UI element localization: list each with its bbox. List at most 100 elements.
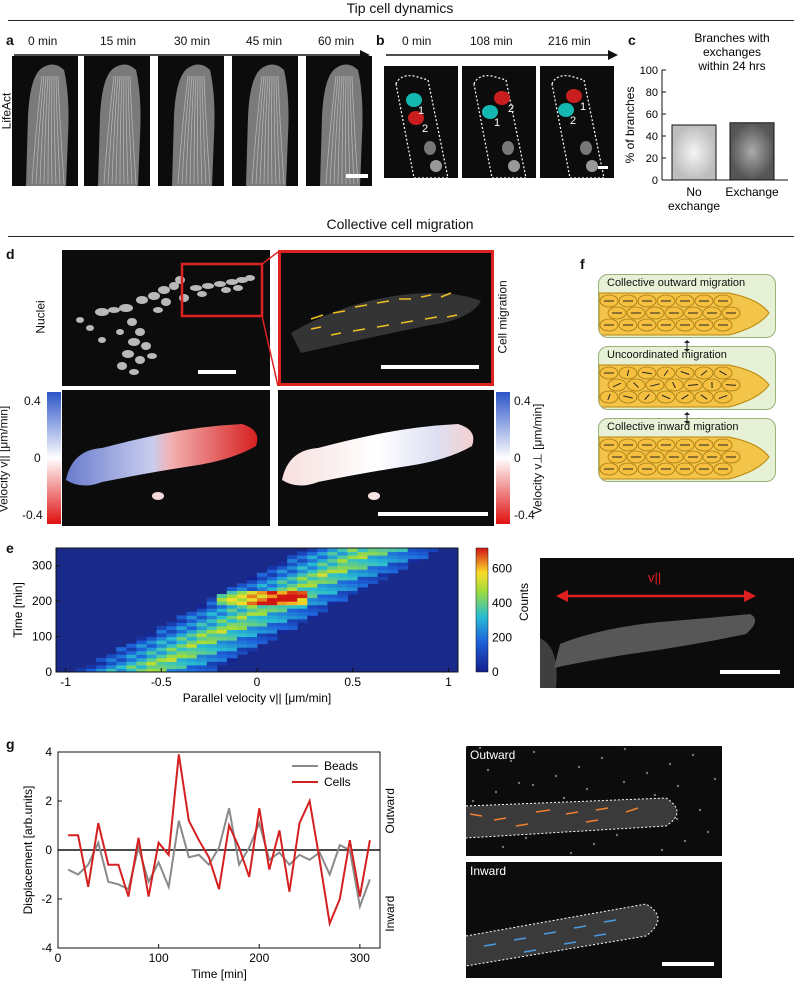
heatmap-cell [106,668,117,673]
velocity-perpendicular-map [278,390,494,526]
heatmap-cell [287,615,298,620]
heatmap-cell [257,594,268,599]
heatmap-cell [236,601,248,606]
heatmap-cell [337,548,348,553]
heatmap-cell [377,548,389,553]
heatmap-cell [297,551,308,556]
bead-dot [698,808,702,812]
actin-fiber [341,75,345,185]
heatmap-cell [297,569,308,574]
heatmap-cell [257,608,268,613]
cell-arrow [642,371,652,375]
heatmap-cell [136,643,147,648]
heatmap-cell [307,611,318,616]
heatmap-cell [297,583,308,588]
actin-fiber [277,75,285,185]
heatmap-cell [257,604,268,609]
heatmap-cell [307,601,318,606]
migration-mode-drawing [599,364,770,408]
heatmap-cell [246,608,258,613]
heatmap-cell [317,608,328,613]
y-tick-label: 200 [32,594,52,608]
lifeact-frame-drawing [26,64,69,186]
heatmap-cell [317,576,328,581]
heatmap-cell [156,647,168,652]
actin-fiber [259,75,267,185]
heatmap-cell [236,629,248,634]
heatmap-cell [297,618,308,623]
heatmap-cell [96,664,107,669]
heatmap-cell [206,657,218,662]
bead-dot [531,783,535,787]
heatmap-cell [186,636,198,641]
scale-bar [598,166,608,169]
actin-fiber [193,75,197,185]
heatmap-cell [367,569,379,574]
heatmap-cell [116,657,127,662]
heatmap-cell [287,625,298,630]
heatmap-cell [257,622,268,627]
cell-body [98,64,141,186]
heatmap-cell [236,590,248,595]
heatmap-cell [206,622,218,627]
heatmap-cell [86,668,97,673]
heatmap-cell [287,586,298,592]
heatmap-cell [287,611,298,616]
heatmap-cell [86,664,97,669]
bead-dot [532,750,536,754]
colorbar-right [496,392,510,524]
heatmap-cell [156,650,168,655]
heatmap-cell [337,576,348,581]
cell-arrow [680,371,690,375]
heatmap-cell [357,572,369,577]
bead-dot [562,796,566,800]
x-tick-label: 1 [445,675,452,689]
heatmap-cell [287,622,298,627]
nucleus-label: 2 [570,115,576,127]
heatmap-cell [367,551,379,556]
panel-d-migration-label: Cell migration [495,280,510,354]
heatmap-cell [206,664,218,669]
heatmap-cell [136,668,147,673]
heatmap-cell [136,636,147,641]
heatmap-cell [206,597,218,602]
heatmap-cell [277,572,288,577]
velocity-parallel-map [62,390,270,526]
bead-dot [478,746,482,750]
heatmap-cell [116,664,127,669]
nucleus-red [494,91,510,105]
actin-fiber [35,75,45,185]
heatmap-cell [166,664,178,669]
heatmap-cell [267,611,278,616]
heatmap-cell [337,558,348,563]
heatmap-cell [327,551,338,556]
heatmap-cell [287,594,298,599]
heatmap-cell [236,594,248,599]
heatmap-cell [277,594,288,599]
heatmap-cell [196,629,208,634]
heatmap-cell [216,618,228,623]
heatmap-cell [166,654,178,659]
panel-c-letter: c [628,32,636,48]
nucleus-label: 1 [580,101,586,113]
inward-image [466,862,722,978]
nuclei-image-drawing [76,262,264,375]
cell-migration-drawing [291,292,481,369]
actin-fiber [107,75,117,185]
y-tick-label: 40 [646,131,658,143]
heatmap-cell [357,576,369,581]
heatmap-cell [397,548,409,553]
heatmap-cell [417,551,429,556]
heatmap-cell [297,594,308,599]
nucleus-label: 2 [508,103,514,115]
heatmap-cell [126,647,137,652]
heatmap-cell [287,562,298,567]
heatmap-cell [236,625,248,630]
heatmap-cell [206,615,218,620]
heatmap-cell [246,622,258,627]
heatmap-cell [407,548,419,553]
actin-fiber [177,75,189,185]
heatmap-cell [287,608,298,613]
